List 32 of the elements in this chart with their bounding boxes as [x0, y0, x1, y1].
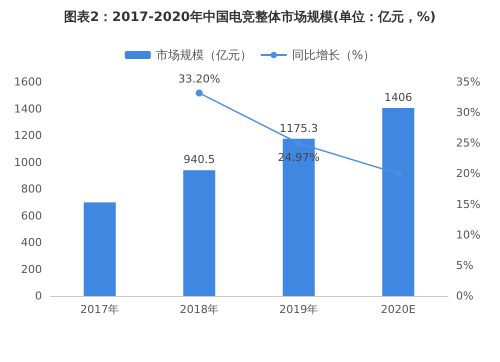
chart-title: 图表2：2017-2020年中国电竞整体市场规模(单位：亿元，%)	[64, 9, 436, 25]
x-tick-label: 2017年	[80, 303, 120, 316]
y2-tick-label: 30%	[456, 106, 480, 120]
x-tick-label: 2018年	[180, 303, 219, 316]
x-tick-label: 2019年	[279, 303, 318, 316]
y-tick-label: 1200	[14, 129, 42, 142]
y-tick-label: 400	[21, 236, 42, 249]
legend-label: 市场规模（亿元）	[156, 48, 252, 62]
data-label: 1175.3	[280, 122, 318, 135]
data-label: 33.20%	[178, 72, 220, 86]
y-tick-label: 0	[35, 290, 42, 302]
y-tick-label: 1600	[14, 76, 42, 88]
point	[295, 140, 302, 147]
data-label: 1406	[384, 90, 412, 104]
y2-tick-label: 25%	[456, 136, 480, 150]
y-tick-label: 1400	[14, 102, 42, 116]
data-label: 940.5	[184, 153, 215, 166]
y2-tick-label: 20%	[456, 167, 480, 180]
y-tick-label: 1000	[14, 156, 42, 169]
y2-tick-label: 5%	[456, 258, 474, 272]
y-tick-label: 200	[21, 262, 42, 276]
y2-tick-label: 0%	[456, 290, 474, 302]
y-tick-label: 800	[21, 182, 42, 196]
x-tick-label: 2020E	[380, 303, 416, 316]
bar	[84, 202, 116, 296]
y2-tick-label: 10%	[456, 228, 480, 242]
y2-tick-label: 35%	[456, 76, 480, 88]
point	[196, 90, 203, 97]
bar	[183, 170, 216, 296]
y2-tick-label: 15%	[456, 198, 480, 211]
legend-label: 同比增长（%）	[292, 48, 376, 62]
y-tick-label: 600	[21, 209, 42, 222]
